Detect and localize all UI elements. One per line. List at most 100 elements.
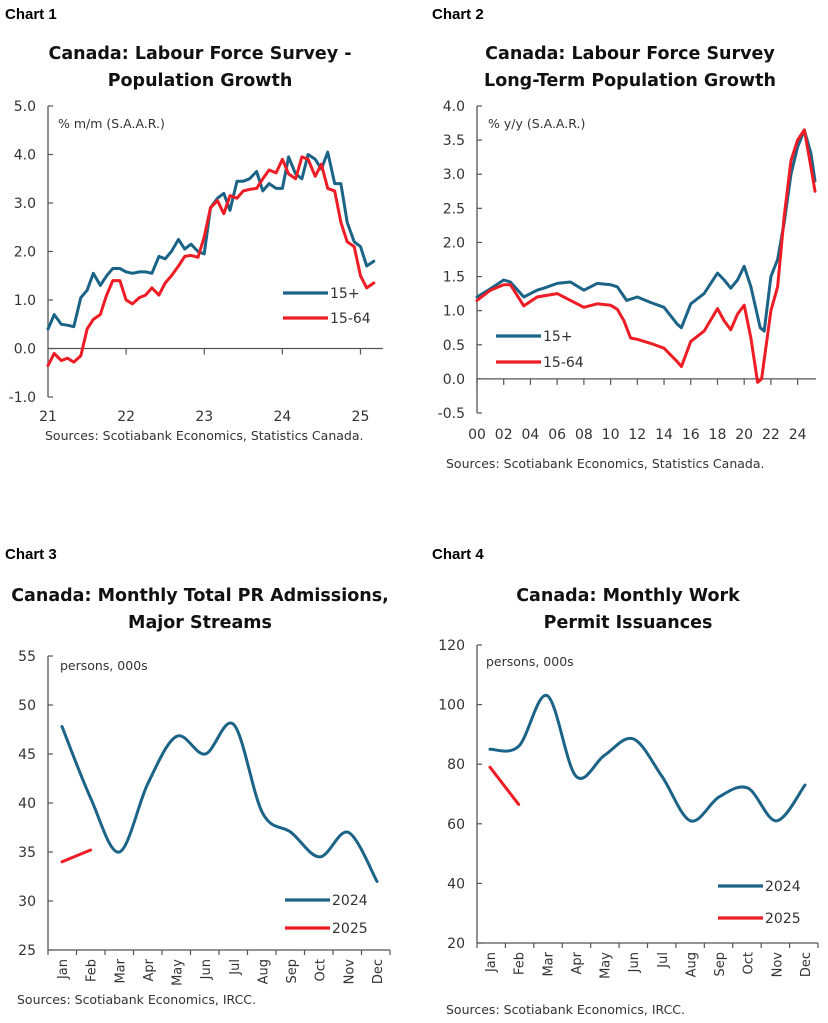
chart-4-legend-label-2024: 2024 xyxy=(765,879,801,895)
chart-3-label: Chart 3 xyxy=(5,546,57,563)
chart-4-series-2024-line xyxy=(488,694,807,823)
chart-2-y-tick-label: 4.0 xyxy=(443,99,465,115)
chart-3-x-tick-label: Jun xyxy=(199,959,214,980)
chart-1-unit-label: % m/m (S.A.A.R.) xyxy=(58,116,165,131)
chart-2-x-tick-label: 24 xyxy=(789,427,807,443)
chart-2-x-tick-label: 06 xyxy=(548,427,566,443)
chart-1-source: Sources: Scotiabank Economics, Statistic… xyxy=(45,428,364,443)
chart-1-legend-label-15+: 15+ xyxy=(330,286,360,302)
chart-2-x-tick-label: 22 xyxy=(762,427,780,443)
chart-4-x-tick-label: Jan xyxy=(484,952,499,973)
chart-3-x-tick-label: Jan xyxy=(56,959,71,980)
chart-2-y-tick-label: 1.5 xyxy=(443,270,465,286)
chart-1-y-tick-label: 0.0 xyxy=(14,342,36,358)
chart-3-x-tick-label: Jul xyxy=(228,959,243,976)
chart-2-title-line-1: Canada: Labour Force Survey xyxy=(485,44,775,64)
chart-4-y-tick-label: 60 xyxy=(447,817,465,833)
chart-3-unit-label: persons, 000s xyxy=(60,658,148,673)
chart-2-unit-label: % y/y (S.A.A.R.) xyxy=(488,116,585,131)
chart-3-x-tick-label: Dec xyxy=(371,959,386,984)
chart-4-y-tick-label: 120 xyxy=(438,638,465,654)
chart-2-y-tick-label: 3.0 xyxy=(443,167,465,183)
chart-3-y-tick-label: 55 xyxy=(18,649,36,665)
chart-1-y-tick-label: 2.0 xyxy=(14,245,36,261)
chart-1-x-tick-label: 25 xyxy=(352,409,370,425)
chart-3-y-tick-label: 25 xyxy=(18,943,36,959)
chart-2-x-tick-label: 00 xyxy=(468,427,486,443)
chart-2-source: Sources: Scotiabank Economics, Statistic… xyxy=(446,456,765,471)
chart-1-y-tick-label: 5.0 xyxy=(14,99,36,115)
chart-4-x-tick-label: Dec xyxy=(799,952,814,977)
chart-4-x-tick-label: Sep xyxy=(713,952,728,977)
chart-4-x-tick-label: Jul xyxy=(656,952,671,969)
chart-3-x-tick-label: Aug xyxy=(256,959,271,984)
chart-2-series-15+-line xyxy=(475,128,817,333)
chart-3-title-line-1: Canada: Monthly Total PR Admissions, xyxy=(11,586,389,606)
chart-2-y-tick-label: 0.5 xyxy=(443,338,465,354)
chart-2-x-tick-label: 02 xyxy=(495,427,513,443)
chart-4-x-tick-label: Mar xyxy=(541,951,556,976)
chart-1-series-15-64-line xyxy=(46,155,376,367)
chart-2-x-tick-label: 20 xyxy=(735,427,753,443)
chart-3-x-tick-label: Mar xyxy=(113,958,128,983)
chart-3-x-tick-label: Sep xyxy=(285,959,300,984)
chart-2-series-15-64-line xyxy=(475,128,817,384)
chart-3-series-2025-line xyxy=(60,848,93,864)
chart-2-y-tick-label: 1.0 xyxy=(443,304,465,320)
chart-4-x-tick-label: Apr xyxy=(570,951,585,974)
chart-2-legend-label-15-64: 15-64 xyxy=(543,355,584,371)
chart-1-x-tick-label: 21 xyxy=(39,409,57,425)
chart-4-y-tick-label: 20 xyxy=(447,936,465,952)
chart-3-x-tick-label: Feb xyxy=(85,959,100,982)
chart-2-y-tick-label: 2.0 xyxy=(443,235,465,251)
chart-3-title-line-2: Major Streams xyxy=(128,613,272,633)
chart-1-title: Canada: Labour Force Survey - Population… xyxy=(0,41,400,95)
chart-3-y-tick-label: 40 xyxy=(18,796,36,812)
chart-3-y-tick-label: 30 xyxy=(18,894,36,910)
chart-4-x-tick-label: Feb xyxy=(513,952,528,975)
chart-1-legend-label-15-64: 15-64 xyxy=(330,311,371,327)
chart-3-y-tick-label: 50 xyxy=(18,698,36,714)
chart-1-x-tick-label: 24 xyxy=(273,409,291,425)
chart-1-x-tick-label: 22 xyxy=(117,409,135,425)
chart-3-x-tick-label: Apr xyxy=(142,958,157,981)
chart-4-y-tick-label: 100 xyxy=(438,698,465,714)
chart-1-title-line-1: Canada: Labour Force Survey - xyxy=(48,44,352,64)
chart-1-x-tick-label: 23 xyxy=(195,409,213,425)
chart-4-title-line-2: Permit Issuances xyxy=(543,613,713,633)
chart-2-title-line-2: Long-Term Population Growth xyxy=(484,71,776,91)
chart-1-y-tick-label: 3.0 xyxy=(14,196,36,212)
chart-4-x-tick-label: Aug xyxy=(684,952,699,977)
chart-3-title: Canada: Monthly Total PR Admissions, Maj… xyxy=(0,583,400,637)
chart-2-x-tick-label: 10 xyxy=(602,427,620,443)
chart-3-y-tick-label: 45 xyxy=(18,747,36,763)
chart-2-x-tick-label: 14 xyxy=(655,427,673,443)
chart-1-label: Chart 1 xyxy=(5,6,57,23)
chart-1-title-line-2: Population Growth xyxy=(107,71,293,91)
chart-4-x-tick-label: Oct xyxy=(742,952,757,974)
chart-4-legend-label-2025: 2025 xyxy=(765,911,801,927)
chart-2-x-tick-label: 08 xyxy=(575,427,593,443)
chart-2-x-tick-label: 18 xyxy=(709,427,727,443)
chart-4-title: Canada: Monthly Work Permit Issuances xyxy=(428,583,828,637)
chart-3-legend-label-2025: 2025 xyxy=(332,921,368,937)
chart-2-y-tick-label: 3.5 xyxy=(443,133,465,149)
chart-4-label: Chart 4 xyxy=(432,546,484,563)
chart-3-y-tick-label: 35 xyxy=(18,845,36,861)
chart-2-x-tick-label: 12 xyxy=(628,427,646,443)
chart-1-y-tick-label: 4.0 xyxy=(14,148,36,164)
chart-2-legend-label-15+: 15+ xyxy=(543,329,573,345)
chart-2-y-tick-label: 0.0 xyxy=(443,372,465,388)
chart-4-x-tick-label: Nov xyxy=(770,952,785,978)
chart-2-label: Chart 2 xyxy=(432,6,484,23)
chart-2-y-tick-label: 2.5 xyxy=(443,201,465,217)
chart-4-x-tick-label: Jun xyxy=(627,952,642,973)
chart-4-source: Sources: Scotiabank Economics, IRCC. xyxy=(446,1002,685,1017)
chart-2-y-tick-label: -0.5 xyxy=(438,406,465,422)
chart-3-legend-label-2024: 2024 xyxy=(332,893,368,909)
chart-3-x-tick-label: Nov xyxy=(342,959,357,985)
chart-3-x-tick-label: Oct xyxy=(314,959,329,981)
chart-2-title: Canada: Labour Force Survey Long-Term Po… xyxy=(430,41,828,95)
chart-3-series-2024-line xyxy=(60,721,379,883)
